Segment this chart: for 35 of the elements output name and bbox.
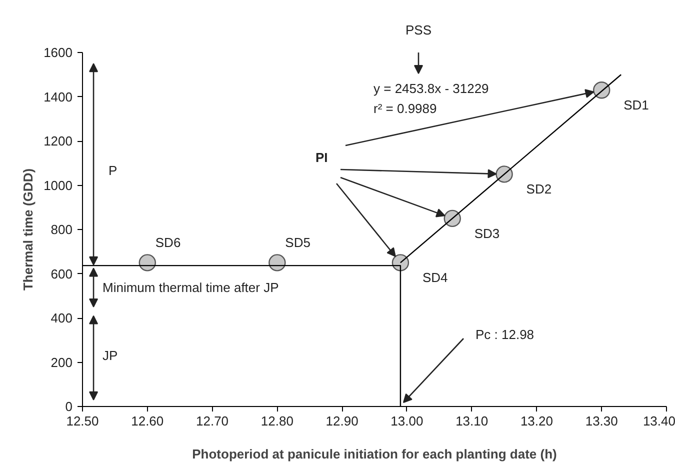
y-tick-label: 600 (50, 266, 73, 282)
annotation: SD2 (526, 182, 552, 197)
y-tick-label: 800 (50, 222, 73, 237)
annotation: SD6 (155, 235, 181, 250)
y-tick-label: 1000 (44, 178, 72, 193)
annotation: SD1 (624, 98, 649, 113)
annotation: y = 2453.8x - 31229 (374, 81, 489, 96)
x-tick-label: 12.80 (260, 414, 294, 428)
x-tick-label: 12.50 (66, 414, 99, 428)
x-tick-label: 13.20 (520, 414, 554, 428)
annotation: P (108, 163, 118, 178)
y-tick-label: 1600 (44, 45, 72, 60)
annotation: JP (102, 348, 118, 363)
x-tick-label: 12.60 (131, 414, 164, 428)
annotation: PI (316, 150, 328, 165)
annotation: SD4 (422, 270, 448, 286)
x-axis-title: Photoperiod at panicule initiation for each planting date (h) (192, 446, 557, 462)
x-tick-label: 13.00 (390, 414, 424, 428)
annotation: Minimum thermal time after JP (102, 280, 279, 295)
x-tick-label: 13.40 (642, 414, 675, 428)
annotation: Pc : 12.98 (476, 327, 534, 342)
x-tick-label: 13.30 (585, 414, 618, 428)
x-tick-label: 13.10 (456, 414, 488, 428)
y-axis-title: Thermal time (GDD) (20, 168, 36, 291)
x-tick-label: 12.70 (196, 414, 229, 428)
annotation: r² = 0.9989 (374, 101, 437, 116)
annotation: SD3 (474, 226, 500, 241)
y-tick-label: 1200 (44, 134, 72, 148)
x-tick-label: 12.90 (326, 414, 358, 428)
y-tick-label: 400 (50, 310, 73, 326)
y-tick-label: 0 (65, 399, 73, 414)
annotation: SD5 (285, 235, 310, 250)
y-tick-label: 200 (50, 354, 73, 370)
y-tick-label: 1400 (44, 89, 72, 104)
text: PSS (406, 22, 432, 38)
